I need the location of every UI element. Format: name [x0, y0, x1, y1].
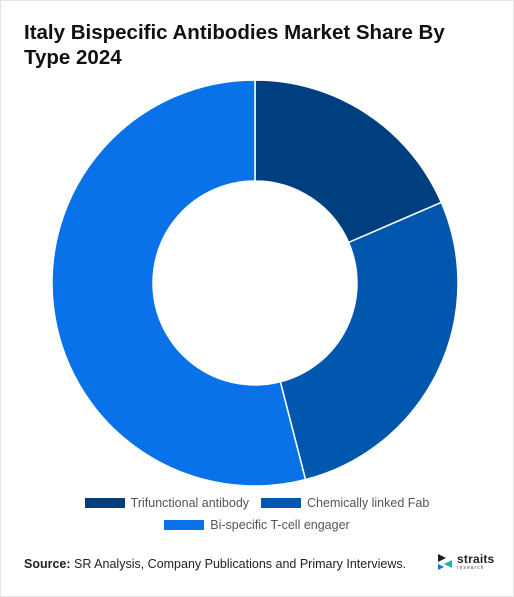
legend-label: Chemically linked Fab	[307, 496, 430, 510]
source-note: Source: SR Analysis, Company Publication…	[24, 557, 406, 571]
straits-logo: straits research	[436, 552, 494, 572]
source-label: Source:	[24, 557, 71, 571]
legend-row-2: Bi-specific T-cell engager	[0, 514, 514, 536]
slice-bispecific-t-cell-engager[interactable]	[51, 79, 307, 487]
slice-trifunctional-antibody[interactable]	[254, 79, 443, 244]
logo-text: straits research	[457, 553, 494, 571]
legend-item-chemically-linked[interactable]: Chemically linked Fab	[261, 496, 429, 510]
legend: Trifunctional antibody Chemically linked…	[0, 492, 514, 536]
chart-title: Italy Bispecific Antibodies Market Share…	[24, 21, 445, 69]
legend-swatch	[84, 498, 125, 508]
legend-swatch	[164, 520, 205, 530]
legend-label: Bi-specific T-cell engager	[210, 518, 350, 532]
legend-item-bite[interactable]: Bi-specific T-cell engager	[164, 518, 350, 532]
logo-name: straits	[457, 552, 495, 566]
logo-sub: research	[457, 565, 485, 571]
legend-label: Trifunctional antibody	[130, 496, 250, 510]
legend-swatch	[261, 498, 302, 508]
source-text: SR Analysis, Company Publications and Pr…	[74, 557, 407, 571]
donut-slices	[51, 79, 459, 487]
slice-chemically-linked-fab[interactable]	[279, 201, 459, 481]
straits-logo-icon	[438, 554, 452, 570]
legend-row-1: Trifunctional antibody Chemically linked…	[0, 492, 514, 514]
legend-item-trifunctional[interactable]: Trifunctional antibody	[84, 496, 250, 510]
